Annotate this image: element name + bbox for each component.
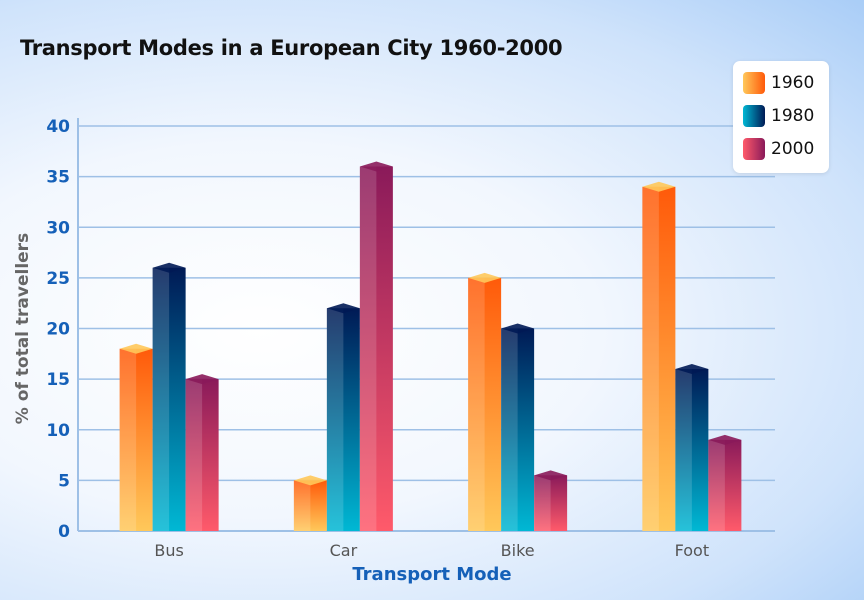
bar-foot-2000 xyxy=(708,434,742,531)
legend: 1960 1980 2000 xyxy=(733,61,829,173)
legend-label: 1960 xyxy=(771,73,815,93)
bar-car-1980 xyxy=(326,303,360,531)
bar-bike-1980 xyxy=(501,323,535,531)
y-tick-label: 40 xyxy=(46,117,70,137)
y-tick-label: 10 xyxy=(46,421,70,441)
y-tick-label: 15 xyxy=(46,370,70,390)
bar-car-2000 xyxy=(359,161,393,531)
y-tick-label: 0 xyxy=(58,522,70,542)
bar-bus-1980 xyxy=(152,262,186,531)
y-tick-label: 20 xyxy=(46,320,70,340)
legend-item-1980: 1980 xyxy=(743,105,814,127)
bar-bike-2000 xyxy=(534,470,568,531)
y-tick-label: 35 xyxy=(46,168,70,188)
x-axis-label: Transport Mode xyxy=(352,564,511,585)
bar-foot-1980 xyxy=(675,364,709,531)
bar-foot-1960 xyxy=(642,181,676,531)
chart-title: Transport Modes in a European City 1960-… xyxy=(20,36,563,60)
y-axis-label: % of total travellers xyxy=(13,233,33,424)
legend-label: 2000 xyxy=(771,139,815,159)
legend-swatch xyxy=(743,72,765,94)
y-tick-label: 25 xyxy=(46,269,70,289)
legend-label: 1980 xyxy=(771,106,815,126)
x-tick-label: Bike xyxy=(501,541,535,560)
x-tick-label: Foot xyxy=(675,541,709,560)
bar-car-1960 xyxy=(293,475,327,531)
bar-bus-2000 xyxy=(185,374,219,531)
bar-bus-1960 xyxy=(119,343,153,531)
legend-swatch xyxy=(743,138,765,160)
y-tick-label: 30 xyxy=(46,218,70,238)
x-tick-label: Car xyxy=(330,541,358,560)
x-tick-label: Bus xyxy=(154,541,183,560)
legend-item-1960: 1960 xyxy=(743,72,814,94)
y-tick-label: 5 xyxy=(58,471,70,491)
legend-item-2000: 2000 xyxy=(743,138,814,160)
bar-bike-1960 xyxy=(468,272,502,531)
legend-swatch xyxy=(743,105,765,127)
